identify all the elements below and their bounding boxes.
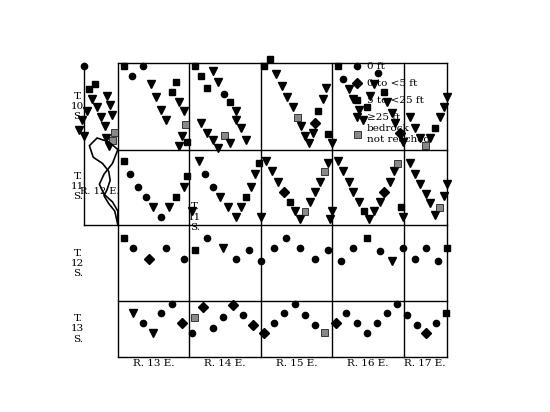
Text: 0 ft: 0 ft	[366, 62, 384, 71]
Text: R. 16 E.: R. 16 E.	[346, 359, 388, 368]
Text: 5 to <25 ft: 5 to <25 ft	[366, 96, 424, 105]
Text: T.
11
S.: T. 11 S.	[71, 172, 85, 201]
Text: ≥25 ft: ≥25 ft	[366, 113, 400, 122]
Text: T.
13
S.: T. 13 S.	[71, 314, 85, 344]
Text: bedrock
not reached: bedrock not reached	[366, 124, 430, 144]
Bar	[394, 160, 401, 167]
Text: R. 17 E.: R. 17 E.	[404, 359, 445, 368]
Bar	[221, 132, 228, 139]
Text: T.
12
S.: T. 12 S.	[71, 248, 85, 279]
Bar	[301, 208, 309, 215]
Text: 0 to <5 ft: 0 to <5 ft	[366, 79, 417, 88]
Bar	[321, 168, 328, 175]
Bar	[354, 131, 361, 138]
Bar	[436, 204, 443, 211]
Bar	[321, 329, 328, 336]
Text: T.
11
S.: T. 11 S.	[188, 202, 201, 232]
Bar	[422, 142, 430, 149]
Bar	[111, 129, 118, 136]
Bar	[191, 314, 199, 321]
Bar	[294, 114, 301, 121]
Text: R. 15 E.: R. 15 E.	[276, 359, 317, 368]
Text: T.
10
S.: T. 10 S.	[71, 91, 85, 121]
Bar	[109, 137, 116, 144]
Bar	[182, 122, 189, 129]
Text: R. 13 E.: R. 13 E.	[133, 359, 174, 368]
Text: R. 14 E.: R. 14 E.	[204, 359, 246, 368]
Text: R. 12 E.: R. 12 E.	[80, 187, 119, 197]
